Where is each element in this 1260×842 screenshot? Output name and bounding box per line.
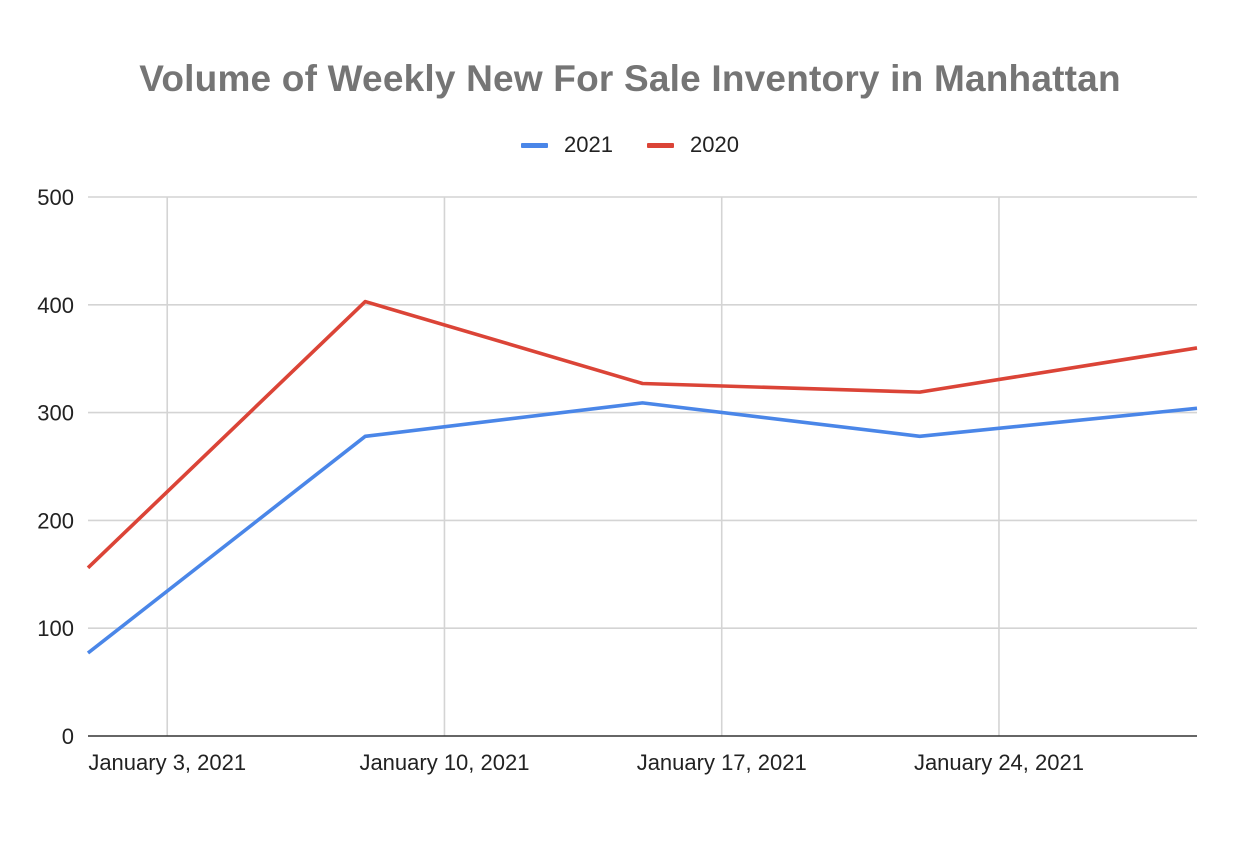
legend-label-2021: 2021	[564, 132, 613, 157]
x-tick-labels: January 3, 2021 January 10, 2021 January 1…	[88, 750, 1084, 775]
x-tick-label: January 3, 2021	[88, 750, 246, 775]
x-tick-label: January 10, 2021	[359, 750, 529, 775]
legend-swatch-2020	[647, 142, 674, 148]
series-line-2020[interactable]	[86, 299, 1198, 570]
y-tick-labels: 0 100 200 300 400 500	[37, 185, 74, 749]
y-tick-label: 300	[37, 401, 74, 426]
chart-title: Volume of Weekly New For Sale Inventory …	[139, 58, 1121, 99]
series-line-2021[interactable]	[86, 401, 1198, 655]
y-tick-label: 200	[37, 508, 74, 533]
x-tick-label: January 17, 2021	[637, 750, 807, 775]
legend-item-2020[interactable]: 2020	[647, 132, 739, 158]
legend-swatch-2021	[521, 142, 549, 148]
y-tick-label: 100	[37, 616, 74, 641]
series-lines	[86, 299, 1198, 655]
x-tick-label: January 24, 2021	[914, 750, 1084, 775]
y-tick-label: 500	[37, 185, 74, 210]
legend-label-2020: 2020	[690, 132, 739, 157]
x-gridlines	[166, 197, 1000, 736]
y-gridlines	[88, 196, 1197, 630]
y-tick-label: 0	[62, 724, 74, 749]
chart-legend: 2021 2020	[0, 130, 1260, 160]
legend-item-2021[interactable]: 2021	[521, 132, 613, 158]
y-tick-label: 400	[37, 293, 74, 318]
